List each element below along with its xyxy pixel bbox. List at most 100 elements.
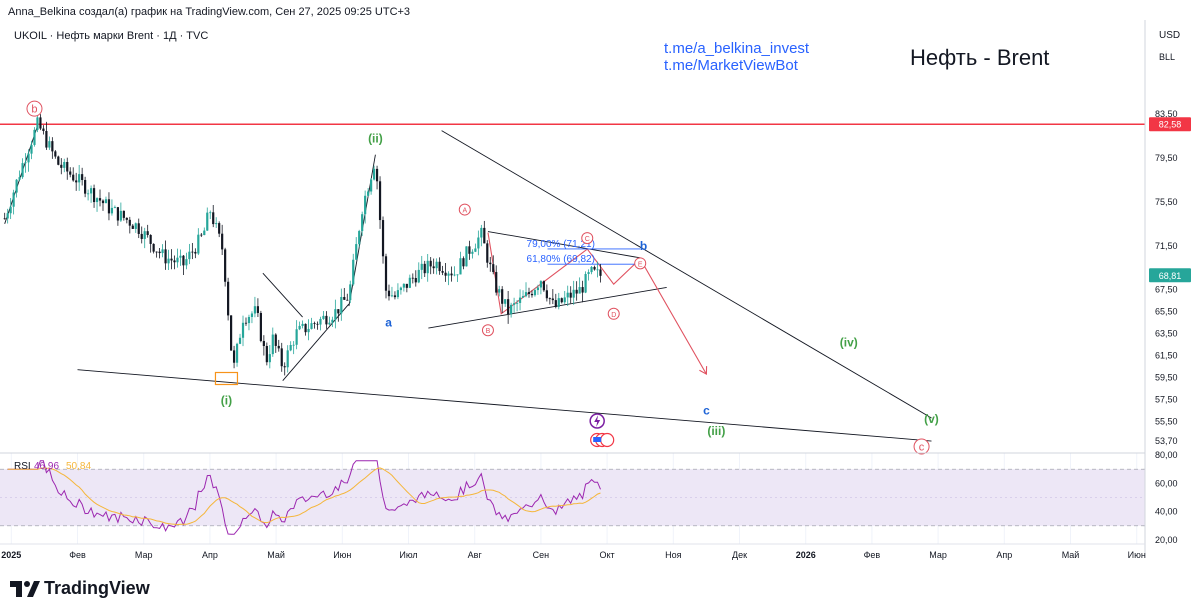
candle-body bbox=[250, 313, 254, 317]
flag-event-icon bbox=[600, 432, 615, 448]
symbol-title: UKOIL · Нефть марки Brent · 1Д · TVC bbox=[14, 30, 209, 42]
candle-body bbox=[262, 340, 265, 346]
price-tick-label: 65,50 bbox=[1155, 307, 1178, 317]
wave-label-circle bbox=[607, 307, 620, 320]
candle-body bbox=[334, 309, 337, 320]
tradingview-logo[interactable]: TradingView bbox=[10, 578, 150, 599]
candle-body bbox=[30, 144, 33, 154]
candle-body bbox=[584, 273, 587, 293]
telegram-link-marketview[interactable]: t.me/MarketViewBot bbox=[664, 57, 798, 74]
chart-headline: Нефть - Brent bbox=[910, 45, 1050, 70]
tradingview-logo-icon bbox=[10, 580, 40, 597]
candle-body bbox=[125, 217, 128, 220]
candle-body bbox=[18, 177, 21, 180]
candle-body bbox=[167, 258, 170, 264]
candle-body bbox=[420, 263, 423, 270]
candle-body bbox=[364, 195, 367, 215]
wave-label: D bbox=[611, 312, 616, 319]
candle-body bbox=[593, 266, 596, 270]
candle-body bbox=[229, 315, 233, 351]
candle-body bbox=[215, 223, 218, 225]
time-tick-label: Июн bbox=[1128, 550, 1146, 560]
candle-body bbox=[98, 198, 102, 201]
candle-body bbox=[265, 345, 268, 363]
wave-label-circle bbox=[581, 232, 594, 245]
time-tick-label: Апр bbox=[202, 550, 218, 560]
candle-body bbox=[426, 260, 429, 274]
candle-body bbox=[444, 272, 447, 276]
candle-body bbox=[515, 302, 519, 304]
candle-body bbox=[9, 206, 12, 214]
candle-body bbox=[560, 298, 563, 303]
candle-body bbox=[110, 207, 114, 214]
candle-body bbox=[161, 249, 164, 254]
rsi-tick-label: 60,00 bbox=[1155, 478, 1178, 488]
candle-body bbox=[119, 210, 122, 221]
time-tick-label: 2025 bbox=[1, 550, 21, 560]
candle-body bbox=[152, 243, 155, 252]
candle-body bbox=[137, 223, 140, 234]
candle-body bbox=[393, 295, 397, 298]
candle-body bbox=[277, 345, 280, 349]
candle-body bbox=[495, 272, 498, 293]
time-tick-label: Окт bbox=[600, 550, 615, 560]
candle-body bbox=[450, 273, 453, 276]
time-tick-label: Май bbox=[267, 550, 285, 560]
candle-body bbox=[57, 156, 60, 165]
wave-label: (v) bbox=[924, 412, 939, 426]
candle-body bbox=[307, 328, 310, 333]
fib-level-label: 79,00% (71,21) bbox=[527, 239, 595, 250]
candle-body bbox=[295, 329, 298, 345]
candle-body bbox=[477, 237, 480, 249]
candle-body bbox=[402, 283, 405, 288]
candle-body bbox=[209, 212, 212, 214]
candle-body bbox=[95, 198, 99, 203]
candle-body bbox=[372, 168, 376, 180]
candle-body bbox=[572, 289, 575, 298]
candle-body bbox=[54, 151, 57, 157]
candle-body bbox=[429, 260, 432, 267]
fib-level-label: 61,80% (69,82) bbox=[527, 254, 595, 265]
candle-body bbox=[387, 290, 391, 297]
candle-body bbox=[390, 295, 394, 297]
candle-body bbox=[456, 274, 459, 276]
candle-body bbox=[81, 174, 84, 180]
chart-axes: 83,50 79,50 75,50 71,50 67,50 65,50 63,50 61,50… bbox=[0, 20, 1191, 560]
price-chart[interactable]: 79,00% (71,21) 61,80% (69,82) b (ii) (i) a A B C… bbox=[0, 0, 1200, 575]
time-tick-label: Авг bbox=[468, 550, 483, 560]
candle-body bbox=[465, 246, 468, 267]
candle-body bbox=[206, 212, 209, 231]
candle-body bbox=[89, 188, 93, 194]
candle-body bbox=[72, 174, 75, 181]
candle-body bbox=[501, 289, 504, 304]
candle-body bbox=[283, 366, 286, 368]
candle-body bbox=[122, 210, 125, 218]
candle-body bbox=[378, 181, 382, 221]
price-tick-label: 59,50 bbox=[1155, 372, 1178, 382]
candle-body bbox=[42, 128, 45, 132]
candle-body bbox=[247, 316, 251, 324]
candle-body bbox=[337, 309, 340, 314]
candle-body bbox=[459, 258, 462, 275]
candle-body bbox=[298, 325, 301, 330]
telegram-link-belkina[interactable]: t.me/a_belkina_invest bbox=[664, 40, 810, 57]
candle-body bbox=[36, 117, 39, 130]
candle-body bbox=[227, 281, 230, 316]
candle-body bbox=[131, 225, 134, 229]
candle-body bbox=[39, 117, 42, 129]
unit-label: BLL bbox=[1159, 52, 1176, 62]
candle-body bbox=[280, 348, 283, 367]
candle-body bbox=[188, 251, 191, 260]
candle-body bbox=[316, 323, 319, 325]
currency-label[interactable]: USD bbox=[1159, 30, 1181, 41]
wave-label: (iii) bbox=[707, 424, 725, 438]
time-tick-label: Апр bbox=[996, 550, 1012, 560]
price-tick-label: 63,50 bbox=[1155, 329, 1178, 339]
candle-body bbox=[396, 290, 400, 298]
candle-body bbox=[462, 258, 465, 267]
chart-drawings bbox=[0, 123, 1145, 442]
wave-label: A bbox=[462, 208, 467, 215]
candle-body bbox=[480, 227, 483, 238]
time-tick-label: Май bbox=[1062, 550, 1080, 560]
candle-body bbox=[176, 257, 179, 263]
